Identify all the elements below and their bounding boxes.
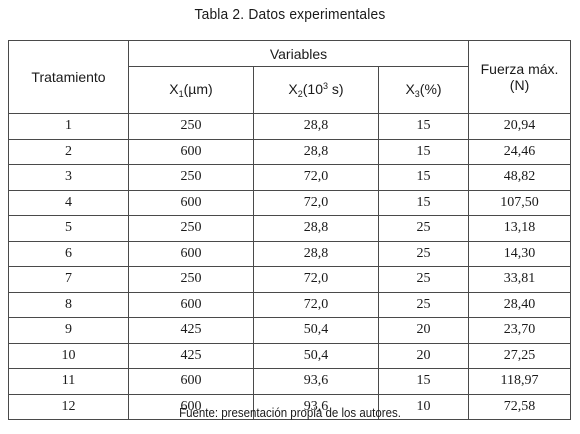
header-x3: X3(%) <box>377 66 470 114</box>
treatment-cell: 3 <box>8 164 129 191</box>
treatment-cell: 2 <box>8 138 129 165</box>
table-row: 1 250 28,8 15 20,94 <box>8 113 572 140</box>
header-x1: X1(µm) <box>128 66 254 114</box>
table-row: 3 250 72,0 15 48,82 <box>8 164 572 191</box>
x2-cell: 28,8 <box>253 113 379 140</box>
x3-cell: 15 <box>377 164 470 191</box>
header-x2-sub: 2 <box>297 89 303 99</box>
x1-cell: 250 <box>128 164 254 191</box>
table-row: 6 600 28,8 25 14,30 <box>8 240 572 267</box>
header-x2-name: X <box>288 81 298 97</box>
x3-cell: 20 <box>377 317 470 344</box>
table-row: 7 250 72,0 25 33,81 <box>8 266 572 293</box>
header-x2-unit-post: s) <box>328 81 344 97</box>
force-cell: 118,97 <box>468 368 572 395</box>
force-cell: 24,46 <box>468 138 572 165</box>
table-row: 11 600 93,6 15 118,97 <box>8 368 572 395</box>
x1-cell: 250 <box>128 113 254 140</box>
x1-cell: 600 <box>128 189 254 216</box>
x3-cell: 10 <box>377 393 470 420</box>
force-cell: 33,81 <box>468 266 572 293</box>
treatment-cell: 6 <box>8 240 129 267</box>
table-row: 9 425 50,4 20 23,70 <box>8 317 572 344</box>
x2-cell: 72,0 <box>253 189 379 216</box>
header-variables: Variables <box>127 40 470 67</box>
x2-cell: 28,8 <box>253 138 379 165</box>
table-row: 4 600 72,0 15 107,50 <box>8 189 572 216</box>
header-x1-unit: (µm) <box>183 81 213 97</box>
x2-cell: 50,4 <box>253 317 379 344</box>
x1-cell: 600 <box>128 393 254 420</box>
x2-cell: 50,4 <box>253 342 379 369</box>
x1-cell: 250 <box>128 266 254 293</box>
x2-cell: 28,8 <box>253 240 379 267</box>
force-cell: 28,40 <box>468 291 572 318</box>
x3-cell: 15 <box>377 113 470 140</box>
header-x1-name: X <box>169 81 179 97</box>
table-row: 12 600 93,6 10 72,58 <box>8 393 572 420</box>
x3-cell: 25 <box>377 291 470 318</box>
header-x3-name: X <box>405 81 415 97</box>
treatment-cell: 7 <box>8 266 129 293</box>
x2-cell: 72,0 <box>253 266 379 293</box>
x1-cell: 600 <box>128 138 254 165</box>
x2-cell: 93,6 <box>253 368 379 395</box>
source-note: Fuente: presentación propia de los autor… <box>179 406 401 420</box>
treatment-cell: 1 <box>8 113 129 140</box>
header-x3-sub: 3 <box>414 89 420 99</box>
force-cell: 14,30 <box>468 240 572 267</box>
force-cell: 27,25 <box>468 342 572 369</box>
header-x2-unit-pre: (10 <box>302 81 323 97</box>
x3-cell: 15 <box>377 189 470 216</box>
header-x2: X2(103 s) <box>253 66 379 114</box>
force-cell: 23,70 <box>468 317 572 344</box>
treatment-cell: 4 <box>8 189 129 216</box>
header-max-force: Fuerza máx. (N) <box>468 40 572 114</box>
x2-cell: 72,0 <box>253 164 379 191</box>
table-row: 5 250 28,8 25 13,18 <box>8 215 572 242</box>
force-cell: 107,50 <box>468 189 572 216</box>
table-row: 2 600 28,8 15 24,46 <box>8 138 572 165</box>
x3-cell: 15 <box>377 368 470 395</box>
treatment-cell: 5 <box>8 215 129 242</box>
x1-cell: 250 <box>128 215 254 242</box>
experimental-data-table: Tratamiento Variables Fuerza máx. (N) X1… <box>8 40 572 420</box>
x2-cell: 28,8 <box>253 215 379 242</box>
table-title: Tabla 2. Datos experimentales <box>194 6 386 23</box>
x1-cell: 600 <box>128 240 254 267</box>
header-x2-sup: 3 <box>323 81 329 91</box>
x1-cell: 600 <box>128 368 254 395</box>
force-cell: 72,58 <box>468 393 572 420</box>
force-cell: 13,18 <box>468 215 572 242</box>
treatment-cell: 12 <box>8 393 129 420</box>
x1-cell: 425 <box>128 317 254 344</box>
header-x1-sub: 1 <box>178 89 184 99</box>
force-cell: 20,94 <box>468 113 572 140</box>
table-row: 10 425 50,4 20 27,25 <box>8 342 572 369</box>
header-x3-unit: (%) <box>419 81 442 97</box>
x3-cell: 20 <box>377 342 470 369</box>
treatment-cell: 8 <box>8 291 129 318</box>
x2-cell: 72,0 <box>253 291 379 318</box>
x3-cell: 25 <box>377 215 470 242</box>
x3-cell: 15 <box>377 138 470 165</box>
force-cell: 48,82 <box>468 164 572 191</box>
treatment-cell: 10 <box>8 342 129 369</box>
x1-cell: 600 <box>128 291 254 318</box>
treatment-cell: 11 <box>8 368 129 395</box>
table-body: 1 250 28,8 15 20,94 2 600 28,8 15 24,46 3 250 72,0 15… <box>8 113 572 420</box>
x3-cell: 25 <box>377 266 470 293</box>
header-treatment: Tratamiento <box>8 40 129 114</box>
x3-cell: 25 <box>377 240 470 267</box>
treatment-cell: 9 <box>8 317 129 344</box>
table-row: 8 600 72,0 25 28,40 <box>8 291 572 318</box>
x1-cell: 425 <box>128 342 254 369</box>
